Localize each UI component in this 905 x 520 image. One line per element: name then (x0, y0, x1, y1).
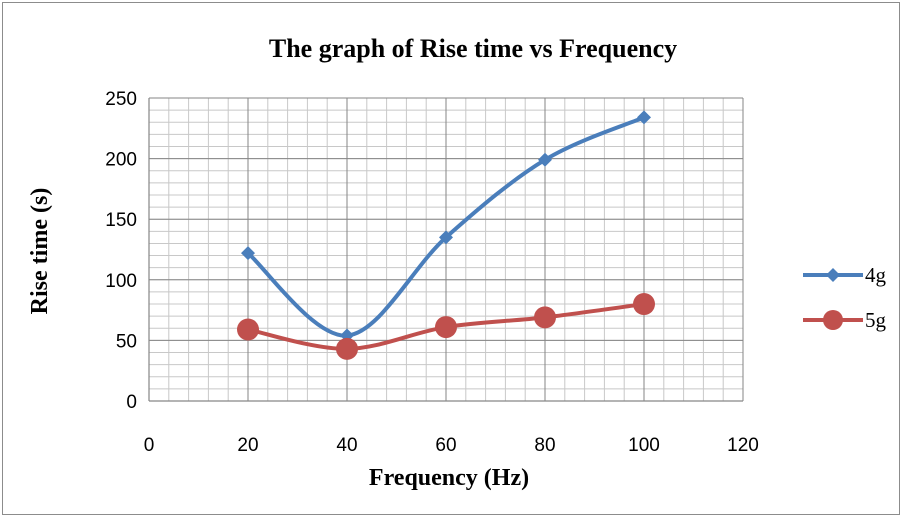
y-tick-label: 100 (105, 271, 137, 292)
data-point-4g (538, 152, 552, 167)
grid (148, 97, 744, 402)
x-tick-label: 60 (435, 435, 456, 456)
chart-frame: The graph of Rise time vs Frequency 0 20 4… (2, 2, 900, 515)
data-point-5g (237, 318, 259, 341)
x-axis-title: Frequency (Hz) (369, 465, 529, 491)
chart-title: The graph of Rise time vs Frequency (269, 34, 677, 63)
series-4g (241, 110, 651, 343)
series (237, 110, 655, 360)
legend-label: 5g (865, 308, 887, 332)
y-tick-label: 150 (105, 210, 137, 231)
line-chart: The graph of Rise time vs Frequency 0 20 4… (27, 34, 887, 491)
legend: 4g 5g (803, 263, 887, 332)
y-tick-label: 0 (126, 392, 137, 413)
y-tick-label: 50 (116, 331, 137, 352)
y-tick-label: 200 (105, 150, 137, 171)
x-tick-label: 80 (534, 435, 555, 456)
x-tick-label: 40 (336, 435, 357, 456)
legend-marker (823, 310, 843, 330)
legend-marker (826, 268, 840, 282)
data-point-4g (637, 110, 651, 125)
data-point-5g (633, 293, 655, 316)
legend-label: 4g (865, 263, 887, 287)
y-tick-label: 250 (105, 89, 137, 110)
legend-item-4g: 4g (803, 263, 887, 287)
x-tick-label: 100 (628, 435, 660, 456)
axes: 0 20 40 60 80 100 120 0 50 100 150 200 250 (105, 89, 759, 456)
series-5g (237, 293, 655, 360)
y-axis-title: Rise time (s) (27, 188, 53, 315)
data-point-5g (534, 306, 556, 329)
x-tick-label: 20 (237, 435, 258, 456)
data-point-5g (336, 337, 358, 360)
data-point-4g (241, 246, 255, 261)
x-tick-label: 0 (144, 435, 155, 456)
x-tick-label: 120 (727, 435, 759, 456)
data-point-5g (435, 316, 457, 339)
data-point-4g (439, 230, 453, 245)
legend-item-5g: 5g (803, 308, 887, 332)
